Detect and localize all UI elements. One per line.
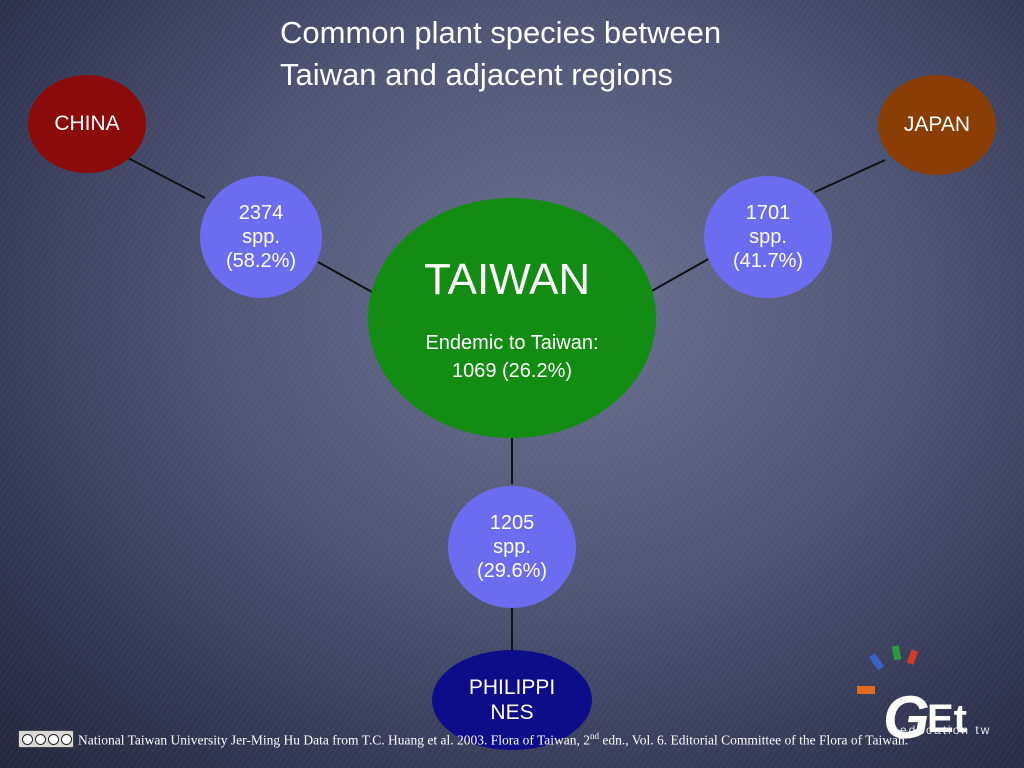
shared-species-china: 2374 spp. (58.2%)	[200, 176, 322, 298]
region-philippines-label-2: NES	[490, 701, 534, 724]
shared-japan-count: 1701	[745, 202, 791, 224]
region-philippines-label-1: PHILIPPI	[468, 676, 556, 699]
link-shared-china-taiwan	[317, 261, 373, 293]
link-japan-shared	[814, 159, 886, 193]
footer-superscript: nd	[590, 731, 599, 741]
region-japan: JAPAN	[878, 75, 996, 175]
shared-species-japan: 1701 spp. (41.7%)	[704, 176, 832, 298]
footer-citation: National Taiwan University Jer-Ming Hu D…	[78, 731, 908, 749]
by-icon	[35, 733, 46, 745]
logo-subtitle: education tw	[900, 723, 992, 737]
creative-commons-badge	[18, 730, 74, 748]
link-china-shared	[127, 157, 206, 199]
region-china: CHINA	[28, 75, 146, 173]
taiwan-endemic: Endemic to Taiwan: 1069 (26.2%)	[368, 329, 656, 385]
cc-icon	[22, 733, 33, 745]
shared-philippines-unit: spp.	[493, 536, 531, 558]
shared-china-pct: (58.2%)	[225, 250, 297, 272]
title-line-1: Common plant species between	[280, 15, 722, 50]
diagram-title: Common plant species between Taiwan and …	[280, 12, 840, 96]
logo-letters-et: Et	[927, 697, 967, 741]
title-line-2: Taiwan and adjacent regions	[280, 57, 673, 92]
taiwan-node: TAIWAN Endemic to Taiwan: 1069 (26.2%)	[368, 198, 656, 438]
logo-stroke-orange	[857, 686, 875, 694]
nd-icon	[61, 733, 72, 745]
get-logo: G Et	[857, 645, 967, 751]
region-china-label: CHINA	[54, 112, 120, 135]
logo-stroke-red	[906, 649, 919, 665]
footer-citation-part1: National Taiwan University Jer-Ming Hu D…	[78, 732, 590, 748]
shared-philippines-count: 1205	[489, 512, 535, 534]
taiwan-label: TAIWAN	[424, 255, 591, 304]
logo-stroke-green	[891, 645, 902, 661]
footer-citation-part2: edn., Vol. 6. Editorial Committee of the…	[599, 732, 909, 748]
region-philippines: PHILIPPI NES	[432, 650, 592, 750]
region-japan-label: JAPAN	[903, 113, 971, 136]
link-shared-japan-taiwan	[649, 256, 713, 293]
taiwan-endemic-label: Endemic to Taiwan:	[425, 332, 599, 354]
shared-china-unit: spp.	[242, 226, 280, 248]
shared-japan-pct: (41.7%)	[732, 250, 804, 272]
taiwan-endemic-value: 1069 (26.2%)	[451, 360, 573, 382]
logo-letter-g: G	[883, 684, 930, 751]
shared-species-philippines: 1205 spp. (29.6%)	[448, 486, 576, 608]
logo-stroke-blue	[868, 653, 884, 671]
shared-japan-unit: spp.	[749, 226, 787, 248]
shared-philippines-pct: (29.6%)	[476, 560, 548, 582]
nc-icon	[48, 733, 59, 745]
shared-china-count: 2374	[238, 202, 284, 224]
